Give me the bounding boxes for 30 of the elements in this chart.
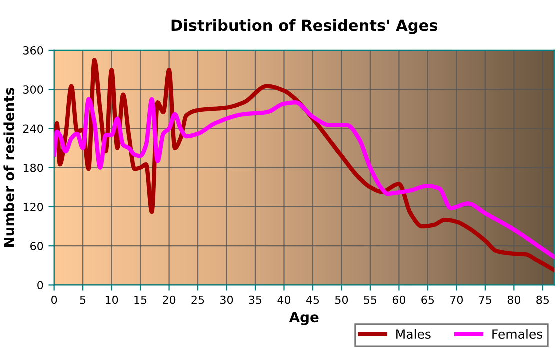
- x-axis-title: Age: [289, 312, 319, 326]
- chart-title: Distribution of Residents' Ages: [172, 19, 438, 34]
- x-tick-label: 35: [249, 296, 262, 304]
- y-tick-label: 120: [24, 202, 44, 212]
- x-tick-label: 40: [278, 296, 291, 304]
- x-tick-label: 30: [220, 296, 234, 304]
- x-tick-label: 20: [163, 296, 176, 304]
- legend-label: Males: [396, 329, 431, 340]
- x-tick-label: 60: [392, 296, 406, 304]
- x-tick-label: 25: [192, 296, 204, 304]
- y-tick-label: 0: [38, 281, 44, 290]
- x-tick-label: 85: [536, 296, 550, 304]
- y-tick-label: 180: [24, 164, 44, 172]
- x-tick-label: 55: [364, 296, 377, 304]
- x-tick-label: 45: [306, 296, 320, 304]
- legend-label: Females: [492, 329, 543, 340]
- x-tick-label: 15: [134, 296, 147, 304]
- y-tick-label: 240: [24, 124, 44, 134]
- y-tick-label: 60: [30, 242, 44, 250]
- y-tick-label: 300: [24, 86, 44, 94]
- x-tick-label: 65: [422, 296, 434, 304]
- x-tick-label: 0: [52, 296, 58, 304]
- x-tick-label: 70: [450, 296, 464, 304]
- y-axis-title: Number of residents: [4, 88, 14, 248]
- y-tick-label: 360: [24, 46, 44, 55]
- x-tick-label: 5: [80, 296, 86, 304]
- x-tick-label: 80: [508, 296, 520, 304]
- x-tick-label: 75: [479, 296, 492, 304]
- x-tick-label: 10: [106, 296, 118, 304]
- x-tick-label: 50: [336, 296, 348, 304]
